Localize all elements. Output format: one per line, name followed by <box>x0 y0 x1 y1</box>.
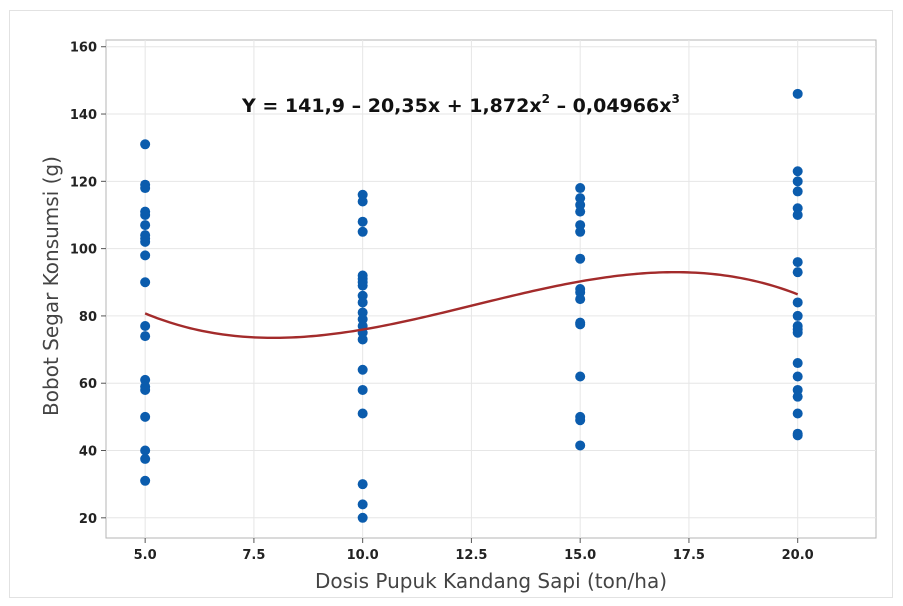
data-point <box>792 391 803 402</box>
x-tick-label: 20.0 <box>782 548 814 563</box>
plot-area <box>105 39 877 539</box>
data-point <box>792 186 803 197</box>
y-tick-label: 160 <box>70 41 97 56</box>
y-tick-label: 80 <box>79 310 97 325</box>
data-point <box>792 371 803 382</box>
data-point <box>792 358 803 369</box>
data-point <box>357 280 368 291</box>
data-point <box>357 479 368 490</box>
fit-curve <box>144 270 799 340</box>
data-point <box>357 226 368 237</box>
y-tick-label: 60 <box>79 377 97 392</box>
y-tick-label: 20 <box>79 512 97 527</box>
data-point <box>792 430 803 441</box>
x-tick-label: 12.5 <box>455 548 487 563</box>
data-point <box>140 384 151 395</box>
y-tick-label: 40 <box>79 445 97 460</box>
data-point <box>140 453 151 464</box>
data-point <box>792 166 803 177</box>
data-point <box>140 411 151 422</box>
data-point <box>140 139 151 150</box>
data-point <box>575 440 586 451</box>
x-tick-label: 5.0 <box>134 548 157 563</box>
data-point <box>357 334 368 345</box>
data-point <box>140 183 151 194</box>
data-point <box>792 267 803 278</box>
data-point <box>792 408 803 419</box>
data-point <box>357 216 368 227</box>
data-point <box>357 408 368 419</box>
data-point <box>575 183 586 194</box>
data-point <box>357 364 368 375</box>
data-point <box>792 209 803 220</box>
data-point <box>575 226 586 237</box>
data-point <box>575 253 586 264</box>
x-axis-title: Dosis Pupuk Kandang Sapi (ton/ha) <box>315 569 667 593</box>
y-tick-label: 100 <box>70 243 97 258</box>
y-axis-title: Bobot Segar Konsumsi (g) <box>39 156 63 416</box>
data-point <box>575 415 586 426</box>
data-point <box>792 88 803 99</box>
data-point <box>575 319 586 330</box>
data-point <box>792 257 803 268</box>
data-point <box>357 384 368 395</box>
data-point <box>140 475 151 486</box>
data-point <box>792 310 803 321</box>
regression-equation: Y = 141,9 – 20,35x + 1,872x2 – 0,04966x3 <box>241 92 680 117</box>
x-tick-label: 17.5 <box>673 548 705 563</box>
x-tick-label: 10.0 <box>347 548 379 563</box>
data-point <box>140 220 151 231</box>
data-point <box>140 445 151 456</box>
data-point <box>140 277 151 288</box>
equation-main: Y = 141,9 – 20,35x + 1,872x <box>241 95 542 117</box>
x-tick-label: 15.0 <box>564 548 596 563</box>
data-point <box>792 176 803 187</box>
data-point <box>140 236 151 247</box>
data-point <box>357 499 368 510</box>
data-point <box>575 371 586 382</box>
x-tick-label: 7.5 <box>242 548 265 563</box>
data-point <box>575 294 586 305</box>
tick-labels: 5.0 7.5 10.0 12.5 15.0 17.5 20.0 20 40 60 80 100 120… <box>70 41 814 563</box>
equation-mid: – 0,04966x <box>550 95 672 117</box>
data-point <box>792 327 803 338</box>
equation-sup-2: 3 <box>671 92 679 106</box>
data-point <box>140 321 151 332</box>
data-point <box>357 512 368 523</box>
y-tick-label: 120 <box>70 175 97 190</box>
data-point <box>575 206 586 217</box>
data-point <box>792 297 803 308</box>
data-point <box>140 250 151 261</box>
y-tick-label: 140 <box>70 108 97 123</box>
data-point <box>357 297 368 308</box>
data-point <box>140 331 151 342</box>
data-point <box>357 196 368 207</box>
data-point <box>140 209 151 220</box>
equation-sup-1: 2 <box>542 92 550 106</box>
